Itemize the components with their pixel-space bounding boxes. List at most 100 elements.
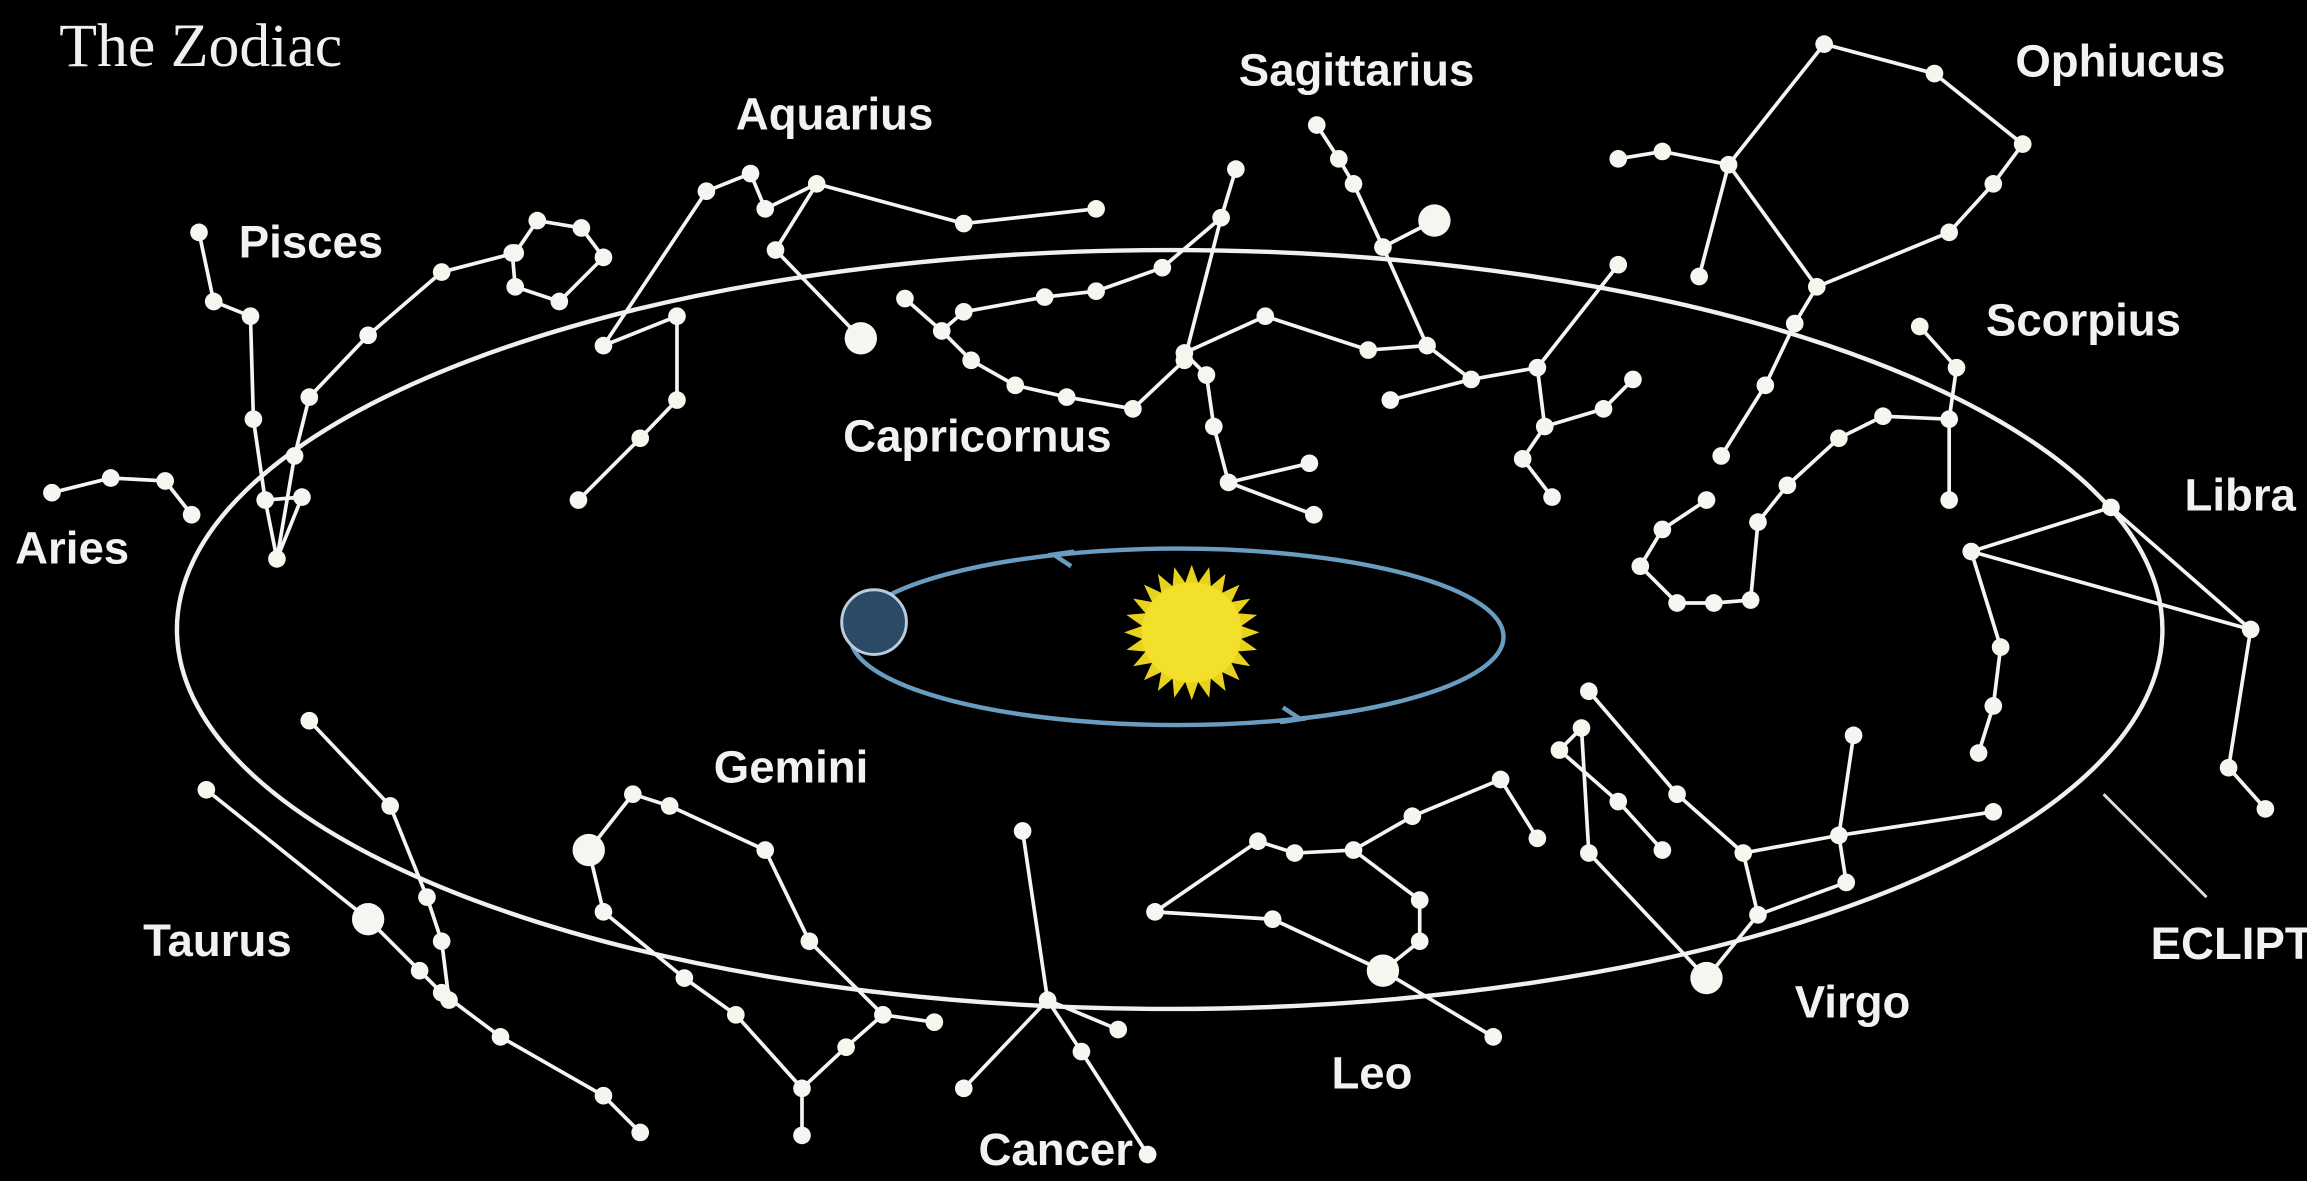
label: Ophiucus bbox=[2015, 35, 2225, 86]
star bbox=[1514, 450, 1532, 468]
star bbox=[1720, 156, 1738, 174]
star bbox=[595, 903, 613, 921]
star bbox=[1462, 371, 1480, 389]
star bbox=[955, 215, 973, 233]
label: Aquarius bbox=[736, 88, 934, 139]
star bbox=[1940, 224, 1958, 242]
star bbox=[874, 1006, 892, 1024]
star bbox=[440, 991, 458, 1009]
star bbox=[573, 219, 591, 237]
star bbox=[1948, 359, 1966, 377]
star bbox=[1146, 903, 1164, 921]
label: Leo bbox=[1331, 1047, 1412, 1098]
star bbox=[1198, 366, 1216, 384]
star bbox=[933, 322, 951, 340]
label: Scorpius bbox=[1986, 294, 2181, 345]
star bbox=[1308, 116, 1326, 134]
star bbox=[756, 200, 774, 218]
star bbox=[1073, 1043, 1091, 1061]
label: Taurus bbox=[143, 915, 292, 966]
star bbox=[1551, 741, 1569, 759]
star bbox=[1837, 874, 1855, 892]
star bbox=[1830, 429, 1848, 447]
star bbox=[1580, 682, 1598, 700]
star bbox=[1418, 337, 1436, 355]
star bbox=[595, 249, 613, 267]
label: ECLIPT bbox=[2151, 918, 2307, 969]
label: Aries bbox=[15, 522, 129, 573]
star bbox=[845, 322, 877, 354]
sun bbox=[1124, 565, 1259, 700]
star bbox=[1529, 359, 1547, 377]
star bbox=[955, 1080, 973, 1098]
star bbox=[256, 491, 274, 509]
zodiac-diagram: The Zodiac Aquarius Sagittarius Ophiucus… bbox=[0, 0, 2307, 1181]
star bbox=[1404, 807, 1422, 825]
star bbox=[1940, 491, 1958, 509]
star bbox=[1212, 209, 1230, 227]
star bbox=[1742, 591, 1760, 609]
star bbox=[1264, 910, 1282, 928]
star bbox=[1654, 521, 1672, 539]
star bbox=[1609, 793, 1627, 811]
star bbox=[1609, 150, 1627, 168]
star bbox=[268, 550, 286, 568]
star bbox=[793, 1080, 811, 1098]
star bbox=[1256, 307, 1274, 325]
star bbox=[1006, 377, 1024, 395]
star bbox=[1249, 832, 1267, 850]
star bbox=[352, 903, 384, 935]
star bbox=[43, 484, 61, 502]
star bbox=[286, 447, 304, 465]
star bbox=[1984, 803, 2002, 821]
star bbox=[1036, 288, 1054, 306]
star bbox=[1830, 827, 1848, 845]
star bbox=[1014, 822, 1032, 840]
star bbox=[1926, 65, 1944, 83]
star bbox=[595, 1087, 613, 1105]
star bbox=[1609, 256, 1627, 274]
label: Capricornus bbox=[843, 411, 1111, 462]
star bbox=[698, 182, 716, 200]
star bbox=[595, 337, 613, 355]
star bbox=[2220, 759, 2238, 777]
star bbox=[896, 290, 914, 308]
star bbox=[418, 888, 436, 906]
star bbox=[1124, 400, 1142, 418]
star bbox=[756, 841, 774, 859]
star bbox=[1911, 318, 1929, 336]
star bbox=[1359, 341, 1377, 359]
star bbox=[1749, 513, 1767, 531]
star bbox=[1305, 506, 1323, 524]
star bbox=[1109, 1021, 1127, 1039]
star bbox=[801, 932, 819, 950]
star bbox=[1668, 594, 1686, 612]
star bbox=[300, 712, 318, 730]
star bbox=[2242, 621, 2260, 639]
star bbox=[550, 293, 568, 311]
star bbox=[631, 1124, 649, 1142]
star bbox=[1367, 955, 1399, 987]
star bbox=[1286, 844, 1304, 862]
star bbox=[242, 307, 260, 325]
star bbox=[1984, 697, 2002, 715]
star bbox=[433, 263, 451, 281]
star bbox=[293, 488, 311, 506]
label: Pisces bbox=[239, 216, 383, 267]
star bbox=[503, 244, 521, 262]
star bbox=[411, 962, 429, 980]
star bbox=[300, 388, 318, 406]
sun-disc bbox=[1142, 582, 1242, 682]
star bbox=[926, 1013, 944, 1031]
star bbox=[2257, 800, 2275, 818]
star bbox=[1808, 278, 1826, 296]
label: Libra bbox=[2184, 469, 2296, 520]
star bbox=[1154, 259, 1172, 277]
star bbox=[570, 491, 588, 509]
star bbox=[1698, 491, 1716, 509]
star bbox=[1984, 175, 2002, 193]
star bbox=[1330, 150, 1348, 168]
star bbox=[1220, 474, 1238, 492]
star bbox=[1690, 962, 1722, 994]
star bbox=[1529, 829, 1547, 847]
